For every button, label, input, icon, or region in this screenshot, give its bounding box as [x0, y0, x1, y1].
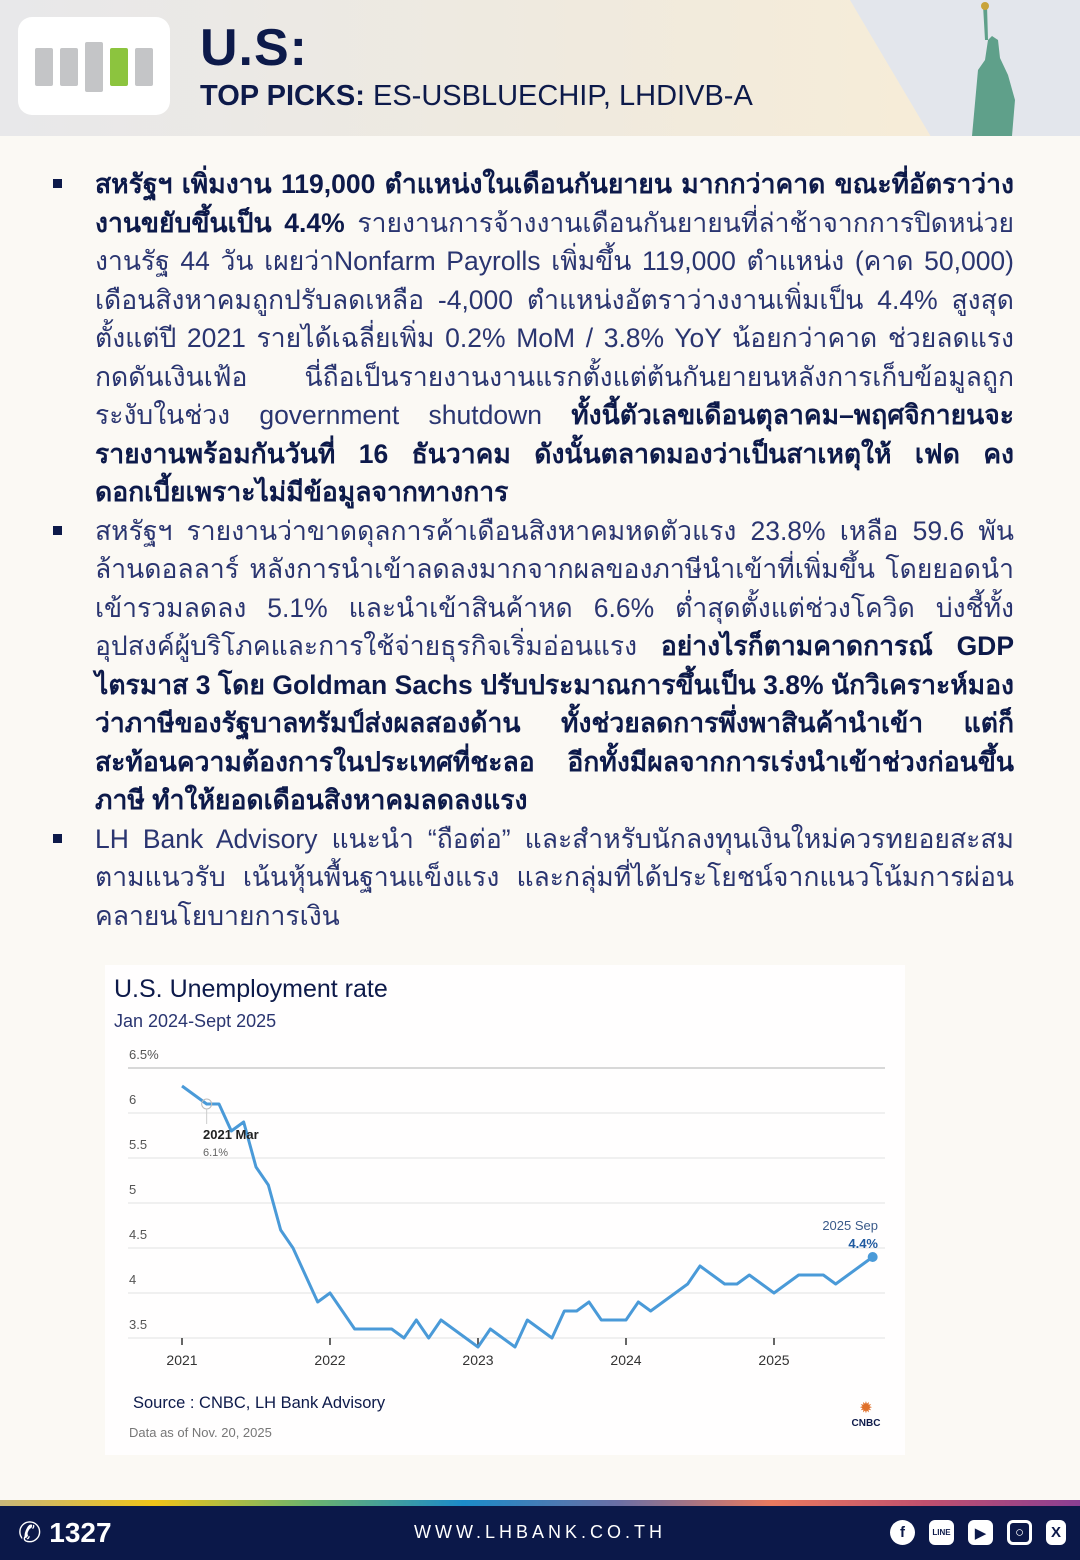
annotation-value: 6.1%	[203, 1147, 228, 1159]
cnbc-logo: ✹ CNBC	[851, 1400, 881, 1429]
y-tick-label: 6	[129, 1092, 136, 1107]
top-picks: TOP PICKS: ES-USBLUECHIP, LHDIVB-A	[200, 80, 753, 112]
annotation-label: 2021 Mar	[203, 1127, 259, 1142]
y-tick-label: 4	[129, 1272, 136, 1287]
y-tick-label: 4.5	[129, 1227, 147, 1242]
x-tick-label: 2023	[462, 1352, 493, 1368]
facebook-icon[interactable]: f	[890, 1520, 915, 1545]
bullet-item: LH Bank Advisory แนะนำ “ถือต่อ” และสำหรั…	[50, 820, 1014, 936]
header: U.S: TOP PICKS: ES-USBLUECHIP, LHDIVB-A	[0, 0, 1080, 136]
footer: ✆ 1327 WWW.LHBANK.CO.TH f LINE ▶ ○ X	[0, 1506, 1080, 1560]
line-icon[interactable]: LINE	[929, 1520, 954, 1545]
chart-title: U.S. Unemployment rate	[114, 975, 388, 1003]
bullet-item: สหรัฐฯ รายงานว่าขาดดุลการค้าเดือนสิงหาคม…	[50, 512, 1014, 820]
annotation-value: 4.4%	[848, 1236, 878, 1251]
x-tick-label: 2024	[610, 1352, 641, 1368]
y-tick-label: 5.5	[129, 1137, 147, 1152]
chart-panel	[105, 965, 905, 1455]
x-tick-label: 2021	[166, 1352, 197, 1368]
annotation-label: 2025 Sep	[822, 1218, 878, 1233]
social-links: f LINE ▶ ○ X	[890, 1520, 1066, 1545]
chart-source: Source : CNBC, LH Bank Advisory	[133, 1394, 386, 1412]
page-title: U.S:	[200, 19, 308, 77]
chart-subtitle: Jan 2024-Sept 2025	[114, 1011, 277, 1031]
x-tick-label: 2022	[314, 1352, 345, 1368]
y-tick-label: 5	[129, 1182, 136, 1197]
unemployment-series-line	[181, 1084, 874, 1349]
instagram-icon[interactable]: ○	[1007, 1520, 1032, 1545]
rainbow-divider	[0, 1500, 1080, 1506]
x-tick-label: 2025	[758, 1352, 789, 1368]
data-as-of: Data as of Nov. 20, 2025	[129, 1425, 272, 1440]
phone-icon: ✆	[18, 1517, 42, 1548]
x-icon[interactable]: X	[1046, 1520, 1066, 1545]
lh-bank-logo	[18, 17, 170, 115]
last-point-marker	[867, 1252, 878, 1262]
bullet-item: สหรัฐฯ เพิ่มงาน 119,000 ตำแหน่งในเดือนกั…	[50, 165, 1014, 512]
y-tick-label: 6.5%	[129, 1047, 159, 1062]
news-content: สหรัฐฯ เพิ่มงาน 119,000 ตำแหน่งในเดือนกั…	[50, 165, 1014, 935]
phone-number[interactable]: ✆ 1327	[18, 1517, 112, 1548]
website-link[interactable]: WWW.LHBANK.CO.TH	[414, 1522, 666, 1542]
y-tick-label: 3.5	[129, 1317, 147, 1332]
youtube-icon[interactable]: ▶	[968, 1520, 993, 1545]
